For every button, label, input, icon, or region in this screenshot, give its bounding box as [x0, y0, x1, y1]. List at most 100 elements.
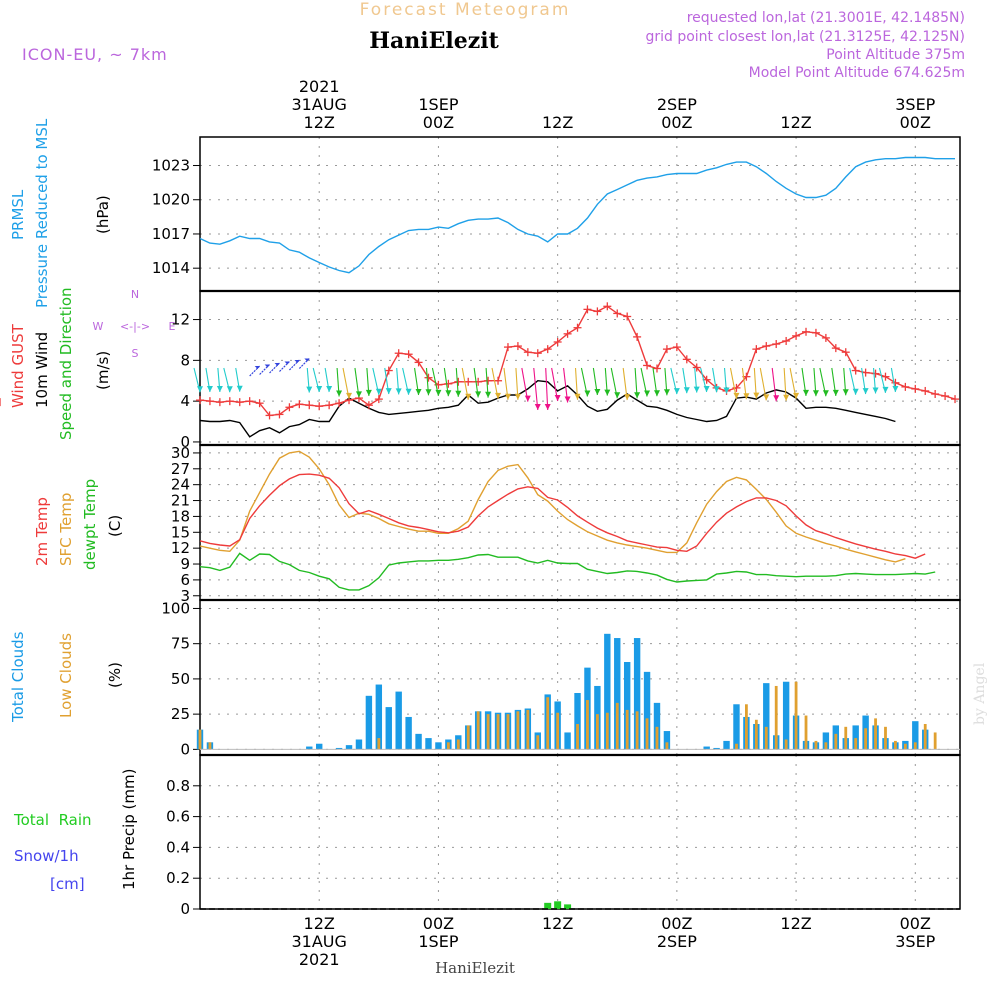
closest-coords: grid point closest lon,lat (21.3125E, 42… [645, 29, 965, 45]
gust-marker-31 [503, 343, 512, 352]
gust-marker-33 [523, 348, 532, 357]
compass-east: E [169, 320, 176, 333]
total-cloud-bar-21 [405, 716, 412, 750]
ytick-label-3-4: 100 [161, 599, 190, 617]
total-cloud-bar-11 [306, 746, 313, 750]
low-cloud-bar-40 [595, 714, 599, 750]
wind-arrow-head-46 [653, 390, 660, 397]
wind-arrow-head-35 [544, 404, 551, 410]
top-time-label-5-0: 3SEP [895, 95, 935, 114]
low-cloud-bar-57 [764, 726, 768, 750]
wind-arrow-3 [223, 367, 233, 393]
ytick-label-2-1: 6 [180, 571, 190, 589]
wind-arrow-head-34 [534, 404, 541, 410]
wind-arrow-head-43 [624, 394, 631, 401]
wind-arrow-43 [622, 367, 631, 401]
total-cloud-bar-59 [782, 681, 790, 750]
wind-arrow-49 [682, 367, 690, 394]
wind-arrow-head-18 [375, 388, 382, 395]
wind-arrow-41 [604, 367, 611, 396]
gust-marker-70 [891, 378, 900, 387]
wind-arrow-56 [753, 367, 760, 399]
gust-marker-49 [682, 355, 691, 364]
wind-arrow-20 [395, 367, 402, 395]
gust-marker-21 [404, 350, 413, 359]
compass-north: N [131, 288, 139, 301]
wind-arrow-head-30 [495, 392, 502, 399]
wind-arrow-head-41 [604, 389, 611, 396]
gust-marker-73 [921, 386, 930, 395]
wind-arrow-61 [801, 367, 810, 396]
wind-arrow-5 [249, 365, 261, 377]
wind-arrow-51 [700, 367, 710, 393]
top-time-label-2-0: 12Z [542, 113, 573, 132]
total-cloud-bar-14 [335, 747, 343, 750]
total-cloud-bar-12 [316, 743, 323, 750]
wind-arrow-55 [741, 367, 750, 400]
gust-marker-9 [285, 403, 294, 412]
gust-marker-10 [295, 400, 304, 409]
total-cloud-bar-43 [623, 662, 631, 750]
wind-arrow-head-26 [455, 390, 462, 397]
ytick-label-3-2: 50 [171, 670, 190, 688]
wind-arrow-59 [783, 367, 790, 401]
gust-marker-34 [533, 349, 542, 358]
temp2m-label: 2m Temp [33, 497, 51, 566]
total-cloud-bar-15 [345, 745, 353, 750]
gust-marker-30 [494, 376, 503, 385]
wind-arrow-67 [861, 367, 869, 395]
gust-marker-56 [752, 345, 761, 354]
gust-marker-75 [941, 392, 950, 401]
wind-arrow-head-0 [197, 386, 203, 393]
wind-arrow-48 [670, 367, 680, 395]
low-cloud-bar-36 [556, 712, 560, 750]
low-cloud-bar-28 [476, 711, 480, 750]
wind-arrow-11 [306, 367, 313, 393]
wind-arrow-head-5 [254, 366, 260, 369]
low-cloud-bar-31 [506, 714, 510, 750]
gust-marker-5 [245, 397, 254, 406]
wind-arrow-head-13 [326, 386, 333, 392]
gust-marker-23 [424, 373, 433, 382]
total-cloud-bar-44 [633, 638, 641, 750]
wind-arrow-head-11 [306, 386, 313, 393]
gust-marker-3 [225, 397, 234, 406]
low-cloud-bar-1 [208, 742, 212, 750]
low-cloud-bar-65 [844, 726, 848, 750]
snow-label: Snow/1h [14, 847, 79, 865]
low-cloud-bar-59 [784, 739, 788, 750]
wind-arrow-45 [640, 367, 651, 397]
wind-arrow-head-23 [425, 389, 432, 396]
gust-marker-40 [593, 307, 602, 316]
gust-marker-41 [603, 302, 612, 311]
wind-arrow-13 [324, 367, 333, 393]
top-time-label-0-0: 2021 [299, 77, 340, 96]
wind-arrow-19 [384, 367, 392, 395]
total-cloud-bar-37 [564, 732, 571, 750]
wind-arrow-35 [544, 367, 551, 411]
top-time-label-1-0: 1SEP [418, 95, 458, 114]
ytick-label-4-3: 0.6 [166, 808, 190, 826]
gust-marker-65 [841, 348, 850, 357]
wind-arrow-head-9 [294, 360, 300, 363]
wind-arrow-head-22 [415, 389, 422, 395]
low-cloud-bar-47 [665, 742, 669, 750]
wind-arrow-57 [759, 367, 770, 401]
low-cloud-bar-60 [794, 681, 798, 750]
wind-arrow-27 [461, 367, 472, 400]
gust-marker-42 [613, 309, 622, 318]
ytick-label-2-7: 24 [171, 476, 190, 494]
ytick-label-2-3: 12 [171, 539, 190, 557]
wind-speed-line [199, 379, 896, 438]
prmsl-unit-label: (hPa) [94, 195, 112, 234]
low-cloud-bar-18 [377, 738, 381, 750]
wind-arrow-head-61 [803, 389, 810, 396]
ytick-label-4-0: 0 [180, 900, 190, 918]
wind-arrow-46 [652, 367, 660, 397]
dewpt-label: dewpt Temp [81, 479, 99, 570]
total-cloud-bar-45 [643, 671, 651, 750]
wind-arrow-head-49 [683, 387, 690, 394]
wind-arrow-head-3 [226, 386, 233, 393]
wind-arrow-head-63 [822, 390, 829, 397]
wind-arrow-head-19 [385, 388, 392, 395]
